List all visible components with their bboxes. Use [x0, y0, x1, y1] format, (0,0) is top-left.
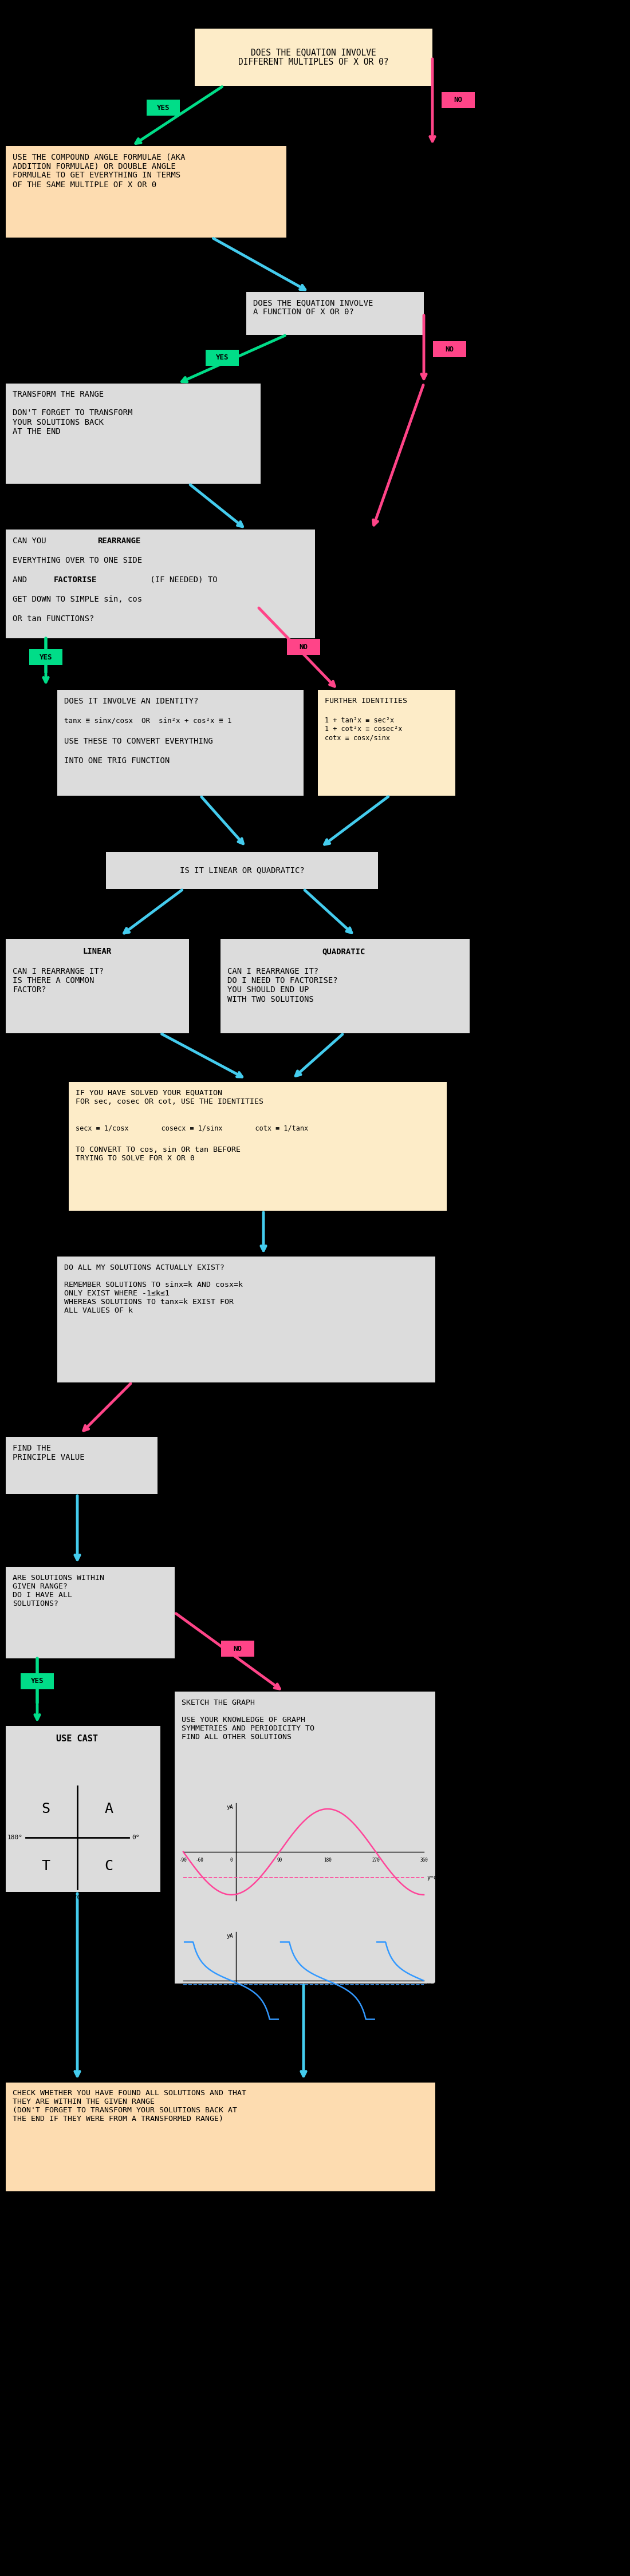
- FancyBboxPatch shape: [57, 1257, 435, 1383]
- Text: 360: 360: [420, 1857, 428, 1862]
- Text: 0: 0: [230, 1857, 232, 1862]
- Text: DOES IT INVOLVE AN IDENTITY?: DOES IT INVOLVE AN IDENTITY?: [64, 698, 198, 706]
- Text: QUADRATIC: QUADRATIC: [322, 948, 365, 956]
- Text: CAN I REARRANGE IT?
IS THERE A COMMON
FACTOR?: CAN I REARRANGE IT? IS THERE A COMMON FA…: [13, 969, 104, 994]
- Text: YES: YES: [31, 1677, 43, 1685]
- Text: -60: -60: [195, 1986, 203, 1991]
- Text: USE THESE TO CONVERT EVERYTHING: USE THESE TO CONVERT EVERYTHING: [64, 737, 213, 744]
- Text: (IF NEEDED) TO: (IF NEEDED) TO: [146, 577, 217, 585]
- Text: 270: 270: [372, 1986, 380, 1991]
- Text: yA: yA: [227, 1932, 233, 1940]
- Text: YES: YES: [157, 103, 169, 111]
- Text: EVERYTHING OVER TO ONE SIDE: EVERYTHING OVER TO ONE SIDE: [13, 556, 142, 564]
- Text: CHECK WHETHER YOU HAVE FOUND ALL SOLUTIONS AND THAT
THEY ARE WITHIN THE GIVEN RA: CHECK WHETHER YOU HAVE FOUND ALL SOLUTIO…: [13, 2089, 246, 2123]
- FancyBboxPatch shape: [69, 1082, 447, 1211]
- Text: A: A: [105, 1803, 113, 1816]
- Text: AND: AND: [13, 577, 32, 585]
- FancyBboxPatch shape: [6, 1437, 157, 1494]
- FancyBboxPatch shape: [21, 1674, 54, 1690]
- FancyBboxPatch shape: [6, 384, 261, 484]
- Text: y=tank: y=tank: [427, 1981, 447, 1989]
- Text: tanx ≡ sinx/cosx  OR  sin²x + cos²x ≡ 1: tanx ≡ sinx/cosx OR sin²x + cos²x ≡ 1: [64, 716, 232, 724]
- FancyBboxPatch shape: [287, 639, 320, 654]
- Text: NO: NO: [233, 1646, 242, 1651]
- FancyBboxPatch shape: [6, 147, 287, 237]
- Text: 0: 0: [230, 1986, 232, 1991]
- Text: DOES THE EQUATION INVOLVE
DIFFERENT MULTIPLES OF X OR θ?: DOES THE EQUATION INVOLVE DIFFERENT MULT…: [238, 49, 389, 67]
- Text: 180°: 180°: [8, 1834, 23, 1839]
- FancyBboxPatch shape: [6, 938, 189, 1033]
- Text: IF YOU HAVE SOLVED YOUR EQUATION
FOR sec, cosec OR cot, USE THE IDENTITIES: IF YOU HAVE SOLVED YOUR EQUATION FOR sec…: [76, 1090, 263, 1105]
- Text: USE THE COMPOUND ANGLE FORMULAE (AKA
ADDITION FORMULAE) OR DOUBLE ANGLE
FORMULAE: USE THE COMPOUND ANGLE FORMULAE (AKA ADD…: [13, 152, 185, 188]
- Text: IS IT LINEAR OR QUADRATIC?: IS IT LINEAR OR QUADRATIC?: [180, 866, 304, 873]
- Text: 180: 180: [324, 1857, 331, 1862]
- Text: 180: 180: [324, 1986, 331, 1991]
- Text: TRANSFORM THE RANGE

DON'T FORGET TO TRANSFORM
YOUR SOLUTIONS BACK
AT THE END: TRANSFORM THE RANGE DON'T FORGET TO TRAN…: [13, 392, 132, 435]
- Text: REARRANGE: REARRANGE: [98, 536, 140, 546]
- Text: C: C: [105, 1860, 113, 1873]
- Text: DO ALL MY SOLUTIONS ACTUALLY EXIST?

REMEMBER SOLUTIONS TO sinx=k AND cosx=k
ONL: DO ALL MY SOLUTIONS ACTUALLY EXIST? REME…: [64, 1265, 243, 1314]
- FancyBboxPatch shape: [106, 853, 378, 889]
- Text: 270°: 270°: [69, 1896, 85, 1901]
- Text: secx ≡ 1/cosx        cosecx ≡ 1/sinx        cotx ≡ 1/tanx: secx ≡ 1/cosx cosecx ≡ 1/sinx cotx ≡ 1/t…: [76, 1126, 308, 1133]
- Text: S: S: [42, 1803, 50, 1816]
- Text: NO: NO: [445, 345, 454, 353]
- FancyBboxPatch shape: [6, 1566, 175, 1659]
- Text: -60: -60: [195, 1857, 203, 1862]
- Text: yA: yA: [227, 1803, 233, 1811]
- Text: FURTHER IDENTITIES: FURTHER IDENTITIES: [324, 698, 407, 706]
- FancyBboxPatch shape: [175, 1692, 435, 1984]
- Text: FIND THE
PRINCIPLE VALUE: FIND THE PRINCIPLE VALUE: [13, 1445, 84, 1461]
- FancyBboxPatch shape: [29, 649, 62, 665]
- FancyBboxPatch shape: [442, 93, 475, 108]
- FancyBboxPatch shape: [221, 1641, 255, 1656]
- Text: FACTORISE: FACTORISE: [54, 577, 97, 585]
- FancyBboxPatch shape: [147, 100, 180, 116]
- Text: T: T: [42, 1860, 50, 1873]
- Text: 90: 90: [277, 1986, 282, 1991]
- Text: USE CAST: USE CAST: [57, 1734, 98, 1744]
- Text: ARE SOLUTIONS WITHIN
GIVEN RANGE?
DO I HAVE ALL
SOLUTIONS?: ARE SOLUTIONS WITHIN GIVEN RANGE? DO I H…: [13, 1574, 104, 1607]
- FancyBboxPatch shape: [433, 340, 466, 358]
- FancyBboxPatch shape: [205, 350, 239, 366]
- Text: 0°: 0°: [132, 1834, 139, 1839]
- Text: DOES THE EQUATION INVOLVE
A FUNCTION OF X OR θ?: DOES THE EQUATION INVOLVE A FUNCTION OF …: [253, 299, 373, 317]
- Text: TO CONVERT TO cos, sin OR tan BEFORE
TRYING TO SOLVE FOR X OR θ: TO CONVERT TO cos, sin OR tan BEFORE TRY…: [76, 1146, 241, 1162]
- Text: -90: -90: [180, 1986, 187, 1991]
- FancyBboxPatch shape: [318, 690, 455, 796]
- Text: 1 + tan²x ≡ sec²x
1 + cot²x ≡ cosec²x
cotx ≡ cosx/sinx: 1 + tan²x ≡ sec²x 1 + cot²x ≡ cosec²x co…: [324, 716, 403, 742]
- Text: OR tan FUNCTIONS?: OR tan FUNCTIONS?: [13, 616, 94, 623]
- FancyBboxPatch shape: [195, 28, 432, 85]
- Text: NO: NO: [299, 644, 308, 652]
- Text: CAN YOU: CAN YOU: [13, 536, 51, 546]
- Text: LINEAR: LINEAR: [83, 948, 112, 956]
- FancyBboxPatch shape: [6, 531, 315, 639]
- Text: CAN I REARRANGE IT?
DO I NEED TO FACTORISE?
YOU SHOULD END UP
WITH TWO SOLUTIONS: CAN I REARRANGE IT? DO I NEED TO FACTORI…: [227, 969, 338, 1002]
- FancyBboxPatch shape: [6, 1726, 161, 1891]
- Text: SKETCH THE GRAPH

USE YOUR KNOWLEDGE OF GRAPH
SYMMETRIES AND PERIODICITY TO
FIND: SKETCH THE GRAPH USE YOUR KNOWLEDGE OF G…: [181, 1700, 314, 1741]
- FancyBboxPatch shape: [246, 291, 424, 335]
- Text: 270: 270: [372, 1857, 380, 1862]
- Text: YES: YES: [39, 654, 52, 662]
- FancyBboxPatch shape: [220, 938, 469, 1033]
- Text: YES: YES: [215, 353, 229, 361]
- FancyBboxPatch shape: [57, 690, 304, 796]
- Text: -90: -90: [180, 1857, 187, 1862]
- FancyBboxPatch shape: [6, 2081, 435, 2192]
- Text: NO: NO: [454, 95, 462, 103]
- Text: y=cosk: y=cosk: [427, 1875, 447, 1880]
- Text: 90: 90: [277, 1857, 282, 1862]
- Text: INTO ONE TRIG FUNCTION: INTO ONE TRIG FUNCTION: [64, 757, 169, 765]
- Text: GET DOWN TO SIMPLE sin, cos: GET DOWN TO SIMPLE sin, cos: [13, 595, 142, 603]
- Text: 360: 360: [420, 1986, 428, 1991]
